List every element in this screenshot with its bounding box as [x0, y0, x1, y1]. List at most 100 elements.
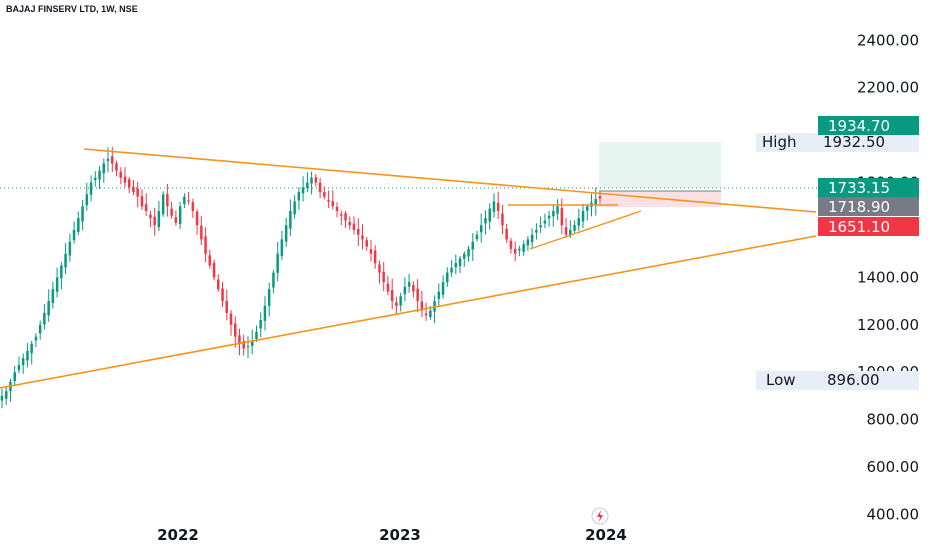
candle-body — [217, 279, 220, 290]
candle-body — [55, 277, 59, 292]
candle-body — [263, 305, 267, 321]
candle-body — [416, 288, 419, 302]
candle-body — [0, 395, 4, 401]
candle-body — [60, 265, 63, 279]
low-value: 896.00 — [827, 371, 880, 389]
candle-body — [183, 196, 186, 205]
stop-price-text: 1651.10 — [828, 218, 890, 236]
candle-body — [586, 206, 589, 211]
candle-body — [327, 199, 330, 202]
candle-body — [81, 206, 84, 222]
candle-body — [365, 240, 368, 247]
candle-body — [564, 227, 568, 235]
candle-body — [471, 241, 474, 250]
candle-body — [221, 288, 224, 302]
y-tick-label: 2200.00 — [857, 79, 919, 97]
candle-body — [128, 179, 131, 188]
candle-body — [407, 282, 411, 287]
candle-body — [488, 208, 491, 222]
candle-body — [272, 272, 275, 288]
candle-body — [144, 204, 148, 211]
stop-price-badge: 1651.10 — [818, 217, 919, 236]
x-tick-label: 2024 — [585, 526, 627, 544]
high-label: High 1932.50 — [756, 133, 919, 152]
y-tick-label: 400.00 — [867, 505, 920, 523]
candle-body — [17, 365, 21, 371]
candle-body — [357, 229, 360, 235]
candle-body — [89, 182, 93, 195]
candle-body — [323, 192, 326, 197]
candle-body — [102, 163, 105, 174]
candle-body — [437, 291, 441, 299]
x-tick-label: 2022 — [157, 526, 199, 544]
candle-body — [386, 283, 390, 292]
candle-body — [64, 253, 67, 268]
candle-body — [267, 289, 271, 306]
candle-body — [234, 323, 237, 337]
candle-body — [598, 196, 602, 199]
candle-body — [552, 211, 555, 217]
candle-body — [149, 214, 152, 219]
candle-body — [344, 213, 347, 221]
x-axis: 2022 2023 2024 — [157, 526, 627, 544]
candle-body — [246, 346, 250, 348]
candle-body — [373, 250, 377, 264]
candle-body — [301, 187, 305, 194]
candle-body — [195, 211, 199, 226]
candle-body — [208, 255, 211, 266]
candle-body — [238, 335, 241, 344]
upper-trendline — [83, 148, 817, 213]
candle-body — [467, 248, 470, 257]
target-price-badge: 1934.70 — [818, 116, 919, 135]
candle-body — [68, 241, 72, 256]
low-label-text: Low — [766, 371, 796, 389]
current-price-badge: 1733.15 — [818, 178, 919, 197]
candle-body — [331, 201, 334, 207]
candle-body — [289, 211, 292, 229]
candle-body — [26, 350, 29, 361]
candle-body — [594, 199, 597, 206]
y-tick-label: 600.00 — [867, 458, 920, 476]
candle-body — [251, 341, 254, 346]
candle-body — [492, 201, 496, 212]
candle-body — [530, 234, 534, 243]
candle-body — [454, 263, 457, 268]
candle-body — [526, 239, 530, 246]
candle-body — [361, 235, 364, 240]
candle-body — [123, 176, 127, 183]
candle-body — [242, 341, 245, 349]
target-zone — [599, 142, 721, 188]
candle-body — [496, 202, 500, 211]
candle-body — [539, 225, 542, 228]
candle-body — [280, 239, 284, 257]
candle-body — [378, 264, 381, 273]
candle-body — [382, 271, 385, 283]
candle-body — [276, 253, 279, 273]
candle-body — [51, 289, 55, 303]
candle-body — [480, 225, 483, 233]
chart-title: BAJAJ FINSERV LTD, 1W, NSE — [6, 4, 138, 14]
candle-body — [191, 202, 195, 211]
candle-body — [225, 300, 228, 313]
candle-body — [229, 313, 233, 325]
candle-body — [441, 282, 445, 295]
candle-body — [297, 192, 301, 201]
candles — [0, 146, 602, 409]
candle-body — [115, 163, 118, 171]
candle-body — [335, 206, 339, 211]
candle-body — [403, 286, 407, 295]
candle-body — [318, 182, 322, 193]
candle-body — [429, 310, 432, 318]
lightning-icon[interactable] — [591, 507, 609, 525]
low-label: Low 896.00 — [756, 371, 919, 390]
entry-price-text: 1718.90 — [828, 198, 890, 216]
candle-body — [178, 206, 182, 224]
candle-body — [306, 182, 309, 188]
y-axis: 2400.002200.001800.001400.001200.001000.… — [857, 31, 919, 523]
x-tick-label: 2023 — [379, 526, 421, 544]
y-tick-label: 1200.00 — [857, 316, 919, 334]
y-tick-label: 2400.00 — [857, 31, 919, 49]
candle-body — [314, 177, 318, 183]
lower-trendline — [0, 235, 817, 389]
